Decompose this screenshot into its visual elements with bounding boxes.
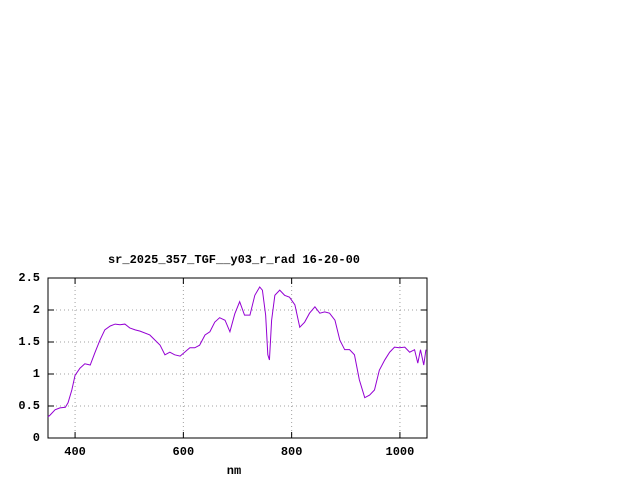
x-tick-label: 800 [281,445,303,459]
y-tick-label: 2 [33,303,40,317]
x-tick-label: 600 [173,445,195,459]
y-tick-label: 2.5 [18,271,40,285]
chart-title: sr_2025_357_TGF__y03_r_rad 16-20-00 [108,253,360,267]
data-line [47,286,427,418]
y-tick-label: 0.5 [18,399,40,413]
y-tick-label: 1.5 [18,335,40,349]
plot-frame [47,277,428,439]
x-tick-label: 400 [64,445,86,459]
y-tick-label: 0 [33,431,40,445]
y-tick-label: 1 [33,367,40,381]
x-axis-label: nm [227,464,241,478]
x-tick-label: 1000 [386,445,415,459]
